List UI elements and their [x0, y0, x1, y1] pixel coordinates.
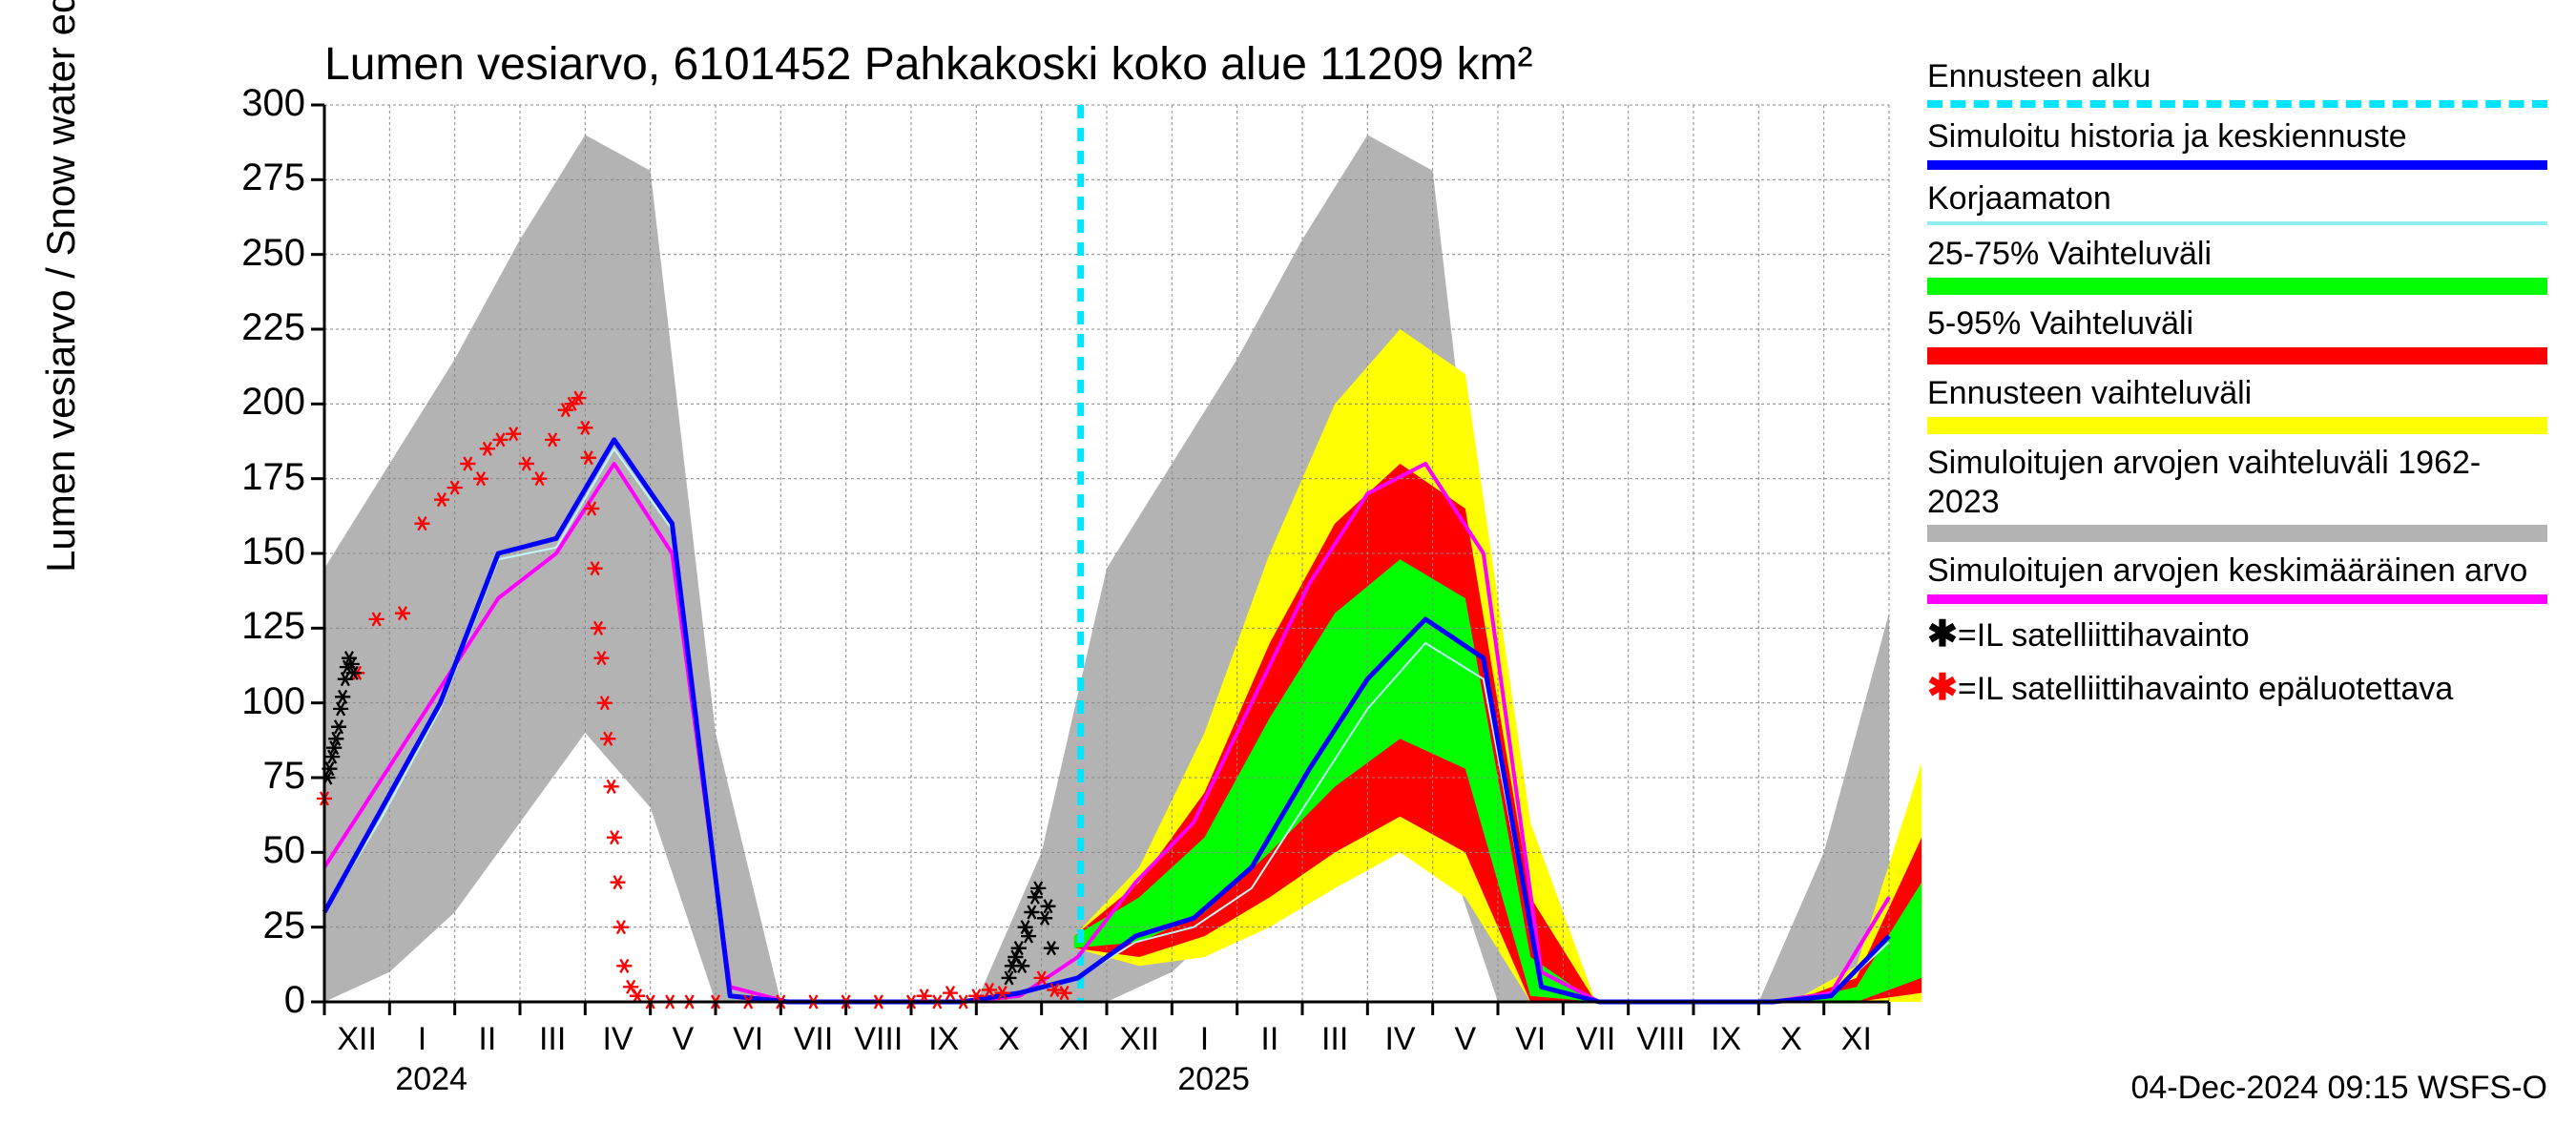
legend-swatch [1927, 525, 2547, 542]
x-tick-month: II [1241, 1021, 1298, 1058]
x-tick-month: V [654, 1021, 712, 1058]
x-tick-month: VIII [850, 1021, 907, 1058]
chart-container: Lumen vesiarvo, 6101452 Pahkakoski koko … [0, 0, 2576, 1145]
legend-label: Simuloitu historia ja keskiennuste [1927, 117, 2547, 156]
x-tick-month: IX [1697, 1021, 1755, 1058]
chart-title: Lumen vesiarvo, 6101452 Pahkakoski koko … [324, 38, 1533, 91]
legend-item: Simuloitujen arvojen keskimääräinen arvo [1927, 552, 2547, 604]
legend-swatch [1927, 417, 2547, 434]
y-tick: 125 [200, 605, 305, 648]
x-tick-month: IV [1372, 1021, 1429, 1058]
x-tick-month: VII [1568, 1021, 1625, 1058]
y-tick: 50 [200, 829, 305, 872]
x-tick-month: II [459, 1021, 516, 1058]
y-tick: 100 [200, 680, 305, 723]
x-tick-month: I [394, 1021, 451, 1058]
y-tick: 225 [200, 306, 305, 349]
x-tick-month: VII [785, 1021, 842, 1058]
legend-swatch [1927, 221, 2547, 225]
y-tick: 0 [200, 979, 305, 1022]
legend-star-icon: ✱ [1927, 668, 1958, 708]
legend-swatch [1927, 160, 2547, 170]
legend-label: =IL satelliittihavainto epäluotettava [1958, 671, 2453, 707]
x-tick-month: III [1306, 1021, 1363, 1058]
x-tick-year: 2025 [1177, 1061, 1250, 1098]
x-tick-month: XI [1046, 1021, 1103, 1058]
legend-item: Ennusteen alku [1927, 57, 2547, 108]
legend-label: Ennusteen vaihteluväli [1927, 374, 2547, 413]
legend-item: Ennusteen vaihteluväli [1927, 374, 2547, 434]
y-tick: 175 [200, 456, 305, 499]
x-tick-month: III [524, 1021, 581, 1058]
legend-swatch [1927, 594, 2547, 604]
x-tick-month: VIII [1632, 1021, 1690, 1058]
y-tick: 200 [200, 381, 305, 424]
x-tick-month: V [1437, 1021, 1494, 1058]
x-tick-year: 2024 [395, 1061, 467, 1098]
x-tick-month: XII [1111, 1021, 1168, 1058]
legend-swatch [1927, 100, 2547, 108]
legend-label: Simuloitujen arvojen vaihteluväli 1962-2… [1927, 444, 2547, 522]
legend-swatch [1927, 278, 2547, 295]
x-tick-month: IX [915, 1021, 972, 1058]
legend-star-icon: ✱ [1927, 614, 1958, 655]
y-tick: 300 [200, 82, 305, 125]
legend: Ennusteen alku Simuloitu historia ja kesk… [1927, 57, 2547, 719]
x-tick-month: VI [1502, 1021, 1559, 1058]
y-tick: 275 [200, 156, 305, 199]
y-tick: 25 [200, 905, 305, 947]
legend-label: 5-95% Vaihteluväli [1927, 304, 2547, 344]
legend-label: Korjaamaton [1927, 179, 2547, 219]
x-tick-month: XII [328, 1021, 385, 1058]
x-tick-month: I [1176, 1021, 1234, 1058]
legend-item: Simuloitujen arvojen vaihteluväli 1962-2… [1927, 444, 2547, 543]
y-tick: 75 [200, 755, 305, 798]
legend-label: =IL satelliittihavainto [1958, 617, 2250, 654]
legend-label: 25-75% Vaihteluväli [1927, 235, 2547, 274]
y-tick: 150 [200, 531, 305, 573]
legend-label: Ennusteen alku [1927, 57, 2547, 96]
x-tick-month: X [981, 1021, 1038, 1058]
legend-item: 25-75% Vaihteluväli [1927, 235, 2547, 295]
x-tick-month: X [1763, 1021, 1820, 1058]
x-tick-month: XI [1828, 1021, 1885, 1058]
y-axis-label: Lumen vesiarvo / Snow water equiv. mm [38, 0, 84, 572]
legend-item: ✱=IL satelliittihavainto epäluotettava [1927, 667, 2547, 711]
legend-item: ✱=IL satelliittihavainto [1927, 614, 2547, 657]
x-tick-month: IV [590, 1021, 647, 1058]
legend-item: Simuloitu historia ja keskiennuste [1927, 117, 2547, 170]
x-tick-month: VI [719, 1021, 777, 1058]
footer-timestamp: 04-Dec-2024 09:15 WSFS-O [2130, 1070, 2547, 1107]
y-tick: 250 [200, 232, 305, 275]
legend-item: Korjaamaton [1927, 179, 2547, 226]
legend-swatch [1927, 347, 2547, 364]
legend-item: 5-95% Vaihteluväli [1927, 304, 2547, 364]
legend-label: Simuloitujen arvojen keskimääräinen arvo [1927, 552, 2547, 591]
